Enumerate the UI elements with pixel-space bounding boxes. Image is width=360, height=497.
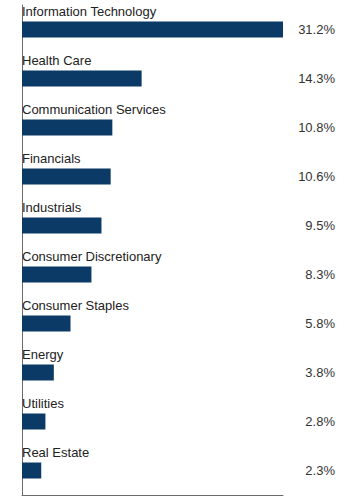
svg-text:Utilities: Utilities xyxy=(22,396,64,411)
svg-text:Consumer Staples: Consumer Staples xyxy=(22,298,129,313)
svg-text:Communication Services: Communication Services xyxy=(22,102,166,117)
svg-text:5.8%: 5.8% xyxy=(305,316,335,331)
svg-text:10.8%: 10.8% xyxy=(298,120,335,135)
svg-text:2.3%: 2.3% xyxy=(305,463,335,478)
svg-text:Health Care: Health Care xyxy=(22,53,91,68)
svg-text:2.8%: 2.8% xyxy=(305,414,335,429)
svg-text:8.3%: 8.3% xyxy=(305,267,335,282)
svg-text:Consumer Discretionary: Consumer Discretionary xyxy=(22,249,162,264)
svg-text:Industrials: Industrials xyxy=(22,200,82,215)
svg-text:Energy: Energy xyxy=(22,347,64,362)
svg-text:10.6%: 10.6% xyxy=(298,169,335,184)
svg-text:Financials: Financials xyxy=(22,151,81,166)
svg-text:14.3%: 14.3% xyxy=(298,71,335,86)
svg-text:31.2%: 31.2% xyxy=(298,22,335,37)
svg-text:Information Technology: Information Technology xyxy=(22,4,157,19)
svg-text:9.5%: 9.5% xyxy=(305,218,335,233)
svg-text:3.8%: 3.8% xyxy=(305,365,335,380)
svg-text:Real Estate: Real Estate xyxy=(22,445,89,460)
